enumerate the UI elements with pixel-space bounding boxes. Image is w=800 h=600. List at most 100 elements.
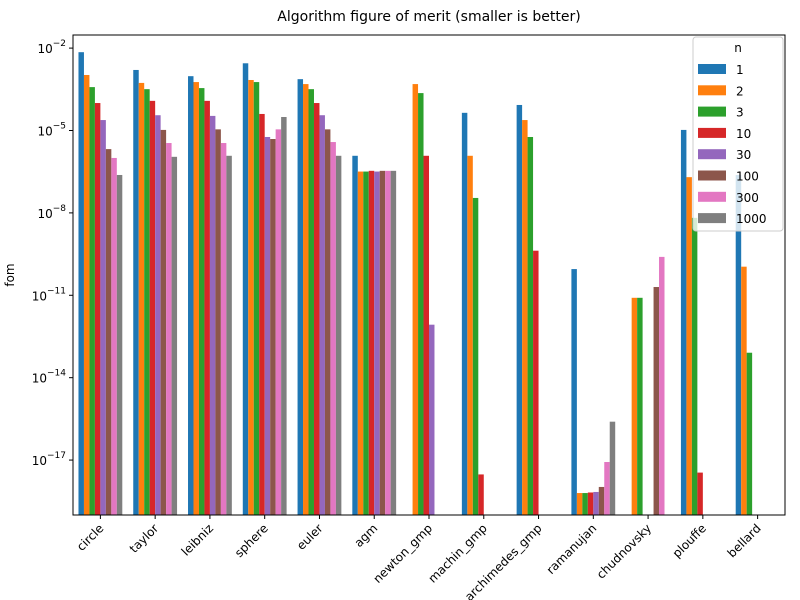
bar (412, 84, 419, 515)
bar (461, 112, 468, 515)
y-tick-label: 10−14 (32, 369, 67, 386)
bar (313, 103, 320, 515)
bar (735, 174, 742, 516)
legend-title: n (734, 41, 742, 55)
bar (138, 82, 145, 515)
bar (149, 100, 156, 516)
bar (259, 113, 265, 516)
bar (133, 69, 139, 515)
legend-swatch (698, 170, 726, 181)
bar (533, 250, 539, 515)
bar (193, 82, 199, 516)
bar (352, 155, 358, 516)
bar (418, 93, 424, 515)
bar (330, 142, 336, 516)
bar (374, 171, 380, 515)
bar (576, 493, 583, 515)
bar (226, 155, 232, 516)
legend-swatch (698, 149, 726, 160)
bar (357, 171, 364, 515)
bar (105, 149, 112, 515)
legend-swatch (698, 106, 726, 117)
bar (379, 170, 386, 516)
bar (741, 266, 747, 515)
bar (516, 104, 523, 515)
y-tick-label: 10−17 (32, 451, 66, 468)
y-tick-exponent: −2 (53, 39, 66, 49)
bar (363, 171, 369, 515)
bar (522, 120, 528, 515)
legend-swatch (698, 85, 726, 96)
bar (166, 143, 172, 515)
y-tick-label: 10−11 (32, 286, 66, 303)
y-tick-base: 10 (32, 454, 47, 468)
x-tick-label: plouffe (670, 521, 709, 560)
y-tick-label: 10−2 (37, 39, 66, 56)
y-tick-base: 10 (32, 289, 47, 303)
bar (571, 269, 577, 515)
bar (527, 136, 534, 516)
y-tick-exponent: −11 (47, 286, 66, 296)
y-tick-base: 10 (32, 372, 47, 386)
y-tick-exponent: −14 (47, 369, 66, 379)
bar (478, 474, 484, 515)
bar (598, 486, 605, 515)
y-tick-base: 10 (37, 42, 52, 56)
bar (188, 76, 194, 515)
bar (746, 352, 753, 515)
bar (691, 217, 698, 516)
y-axis-label: fom (3, 263, 17, 286)
bar (680, 129, 687, 516)
bar (429, 324, 435, 515)
x-tick-label: euler (294, 521, 326, 553)
bar (94, 103, 101, 515)
bar (587, 492, 594, 515)
bar (423, 155, 429, 516)
bar (659, 256, 665, 515)
bar (100, 120, 106, 515)
bar (385, 170, 391, 516)
bar (89, 87, 95, 516)
bar (171, 156, 178, 516)
x-tick-label: leibniz (179, 521, 216, 558)
bar (653, 287, 660, 515)
bar (111, 157, 117, 515)
bar (160, 129, 167, 516)
bar (155, 115, 161, 516)
bar (198, 88, 205, 515)
legend-swatch (698, 213, 726, 224)
y-tick-base: 10 (37, 124, 52, 138)
bar (78, 52, 84, 516)
bar (609, 421, 616, 515)
legend-label: 3 (736, 106, 744, 120)
bar (467, 155, 473, 516)
bar (220, 143, 227, 515)
legend-label: 2 (736, 84, 744, 98)
x-tick-label: circle (74, 521, 106, 553)
bar (264, 136, 271, 516)
legend-swatch (698, 64, 726, 74)
y-tick-label: 10−8 (37, 204, 66, 221)
y-tick-base: 10 (37, 207, 52, 221)
bar (593, 491, 599, 515)
bar (335, 155, 342, 516)
bar (637, 297, 643, 515)
legend-swatch (698, 127, 726, 138)
bar (631, 297, 638, 515)
bar (215, 129, 221, 516)
legend-swatch (698, 191, 726, 202)
bar (253, 82, 260, 516)
bar (472, 197, 479, 515)
bar (144, 89, 150, 516)
bar (209, 115, 216, 516)
bar (308, 89, 314, 516)
bar (281, 117, 287, 516)
y-tick-exponent: −17 (47, 451, 66, 461)
bar (248, 79, 254, 515)
bar (303, 84, 309, 515)
legend-label: 1000 (736, 212, 767, 226)
legend-label: 300 (736, 191, 759, 205)
bar (83, 74, 90, 515)
bar (697, 472, 703, 515)
legend-label: 30 (736, 148, 751, 162)
